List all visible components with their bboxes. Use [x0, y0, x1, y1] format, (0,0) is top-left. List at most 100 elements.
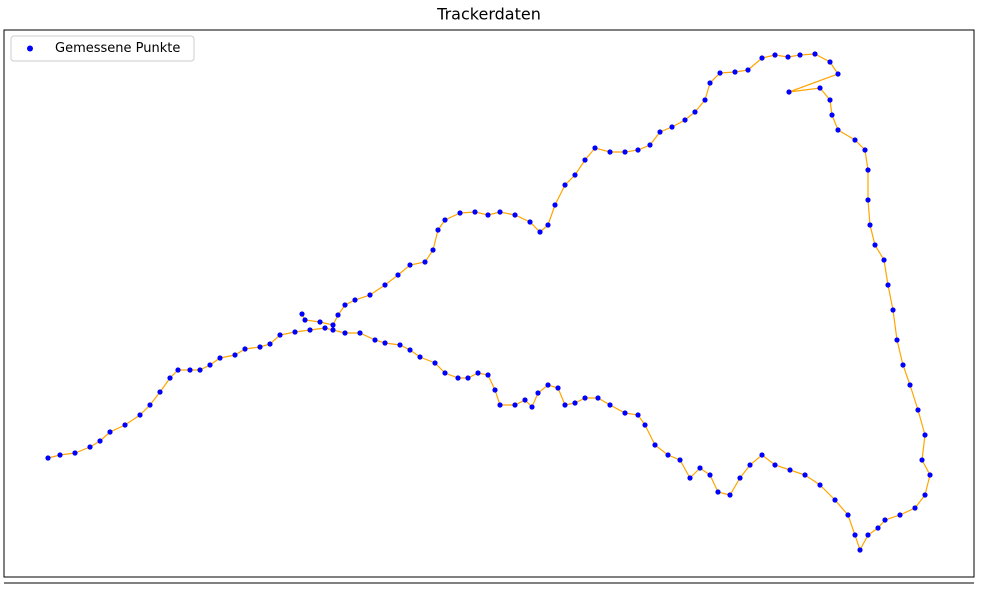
point: [465, 375, 471, 381]
point: [897, 512, 903, 518]
point: [137, 412, 143, 418]
point: [407, 347, 413, 353]
point: [622, 149, 628, 155]
point: [635, 412, 641, 418]
point: [865, 167, 871, 173]
point: [665, 452, 671, 458]
legend-box: [10, 35, 195, 62]
point: [175, 367, 181, 373]
point: [852, 137, 858, 143]
point: [352, 297, 358, 303]
point: [475, 370, 481, 376]
point: [682, 117, 688, 123]
point: [97, 438, 103, 444]
point: [472, 209, 478, 215]
track-line: [47, 53, 931, 552]
point: [786, 89, 792, 95]
point: [890, 307, 896, 313]
point: [607, 402, 613, 408]
point: [582, 395, 588, 401]
point: [207, 362, 213, 368]
point: [647, 142, 653, 148]
point: [367, 292, 373, 298]
point: [107, 429, 113, 435]
point: [727, 492, 733, 498]
point: [512, 402, 518, 408]
point: [817, 85, 823, 91]
point: [342, 330, 348, 336]
point: [827, 59, 833, 65]
point: [747, 462, 753, 468]
point: [455, 375, 461, 381]
point: [497, 402, 503, 408]
point: [485, 372, 491, 378]
point: [267, 341, 273, 347]
point: [787, 467, 793, 473]
point: [745, 67, 751, 73]
point: [677, 457, 683, 463]
point: [555, 385, 561, 391]
point: [737, 475, 743, 481]
point: [832, 497, 838, 503]
point: [772, 52, 778, 58]
point: [187, 367, 193, 373]
point: [915, 407, 921, 413]
point: [867, 222, 873, 228]
point: [72, 450, 78, 456]
point: [382, 340, 388, 346]
point: [922, 432, 928, 438]
point: [772, 462, 778, 468]
point: [900, 362, 906, 368]
point: [907, 382, 913, 388]
point: [422, 259, 428, 265]
point: [302, 317, 308, 323]
point: [330, 327, 336, 333]
point: [217, 355, 223, 361]
legend-marker: [27, 45, 33, 52]
point: [529, 404, 535, 410]
point: [167, 375, 173, 381]
point: [759, 452, 765, 458]
point: [845, 512, 851, 518]
point: [572, 172, 578, 178]
point: [835, 127, 841, 133]
point: [322, 325, 328, 331]
point: [582, 157, 588, 163]
point: [817, 482, 823, 488]
point: [457, 210, 463, 216]
point: [299, 311, 305, 317]
point: [537, 229, 543, 235]
point: [607, 149, 613, 155]
chart-title: Trackerdaten: [436, 5, 541, 24]
point: [277, 332, 283, 338]
point: [572, 400, 578, 406]
point: [595, 395, 601, 401]
point: [257, 344, 263, 350]
point: [829, 112, 835, 118]
point: [122, 422, 128, 428]
point: [232, 352, 238, 358]
point: [865, 197, 871, 203]
point: [430, 247, 436, 253]
point: [882, 517, 888, 523]
point: [407, 262, 413, 268]
point: [759, 55, 765, 61]
point: [330, 322, 336, 328]
point: [357, 330, 363, 336]
point: [865, 532, 871, 538]
point: [552, 202, 558, 208]
point: [717, 70, 723, 76]
point: [417, 354, 423, 360]
point: [522, 397, 528, 403]
point: [875, 525, 881, 531]
point: [147, 402, 153, 408]
point: [827, 97, 833, 103]
point: [442, 217, 448, 223]
point: [395, 272, 401, 278]
point: [87, 444, 93, 450]
point: [852, 532, 858, 538]
point: [535, 390, 541, 396]
point: [592, 145, 598, 151]
point: [885, 282, 891, 288]
